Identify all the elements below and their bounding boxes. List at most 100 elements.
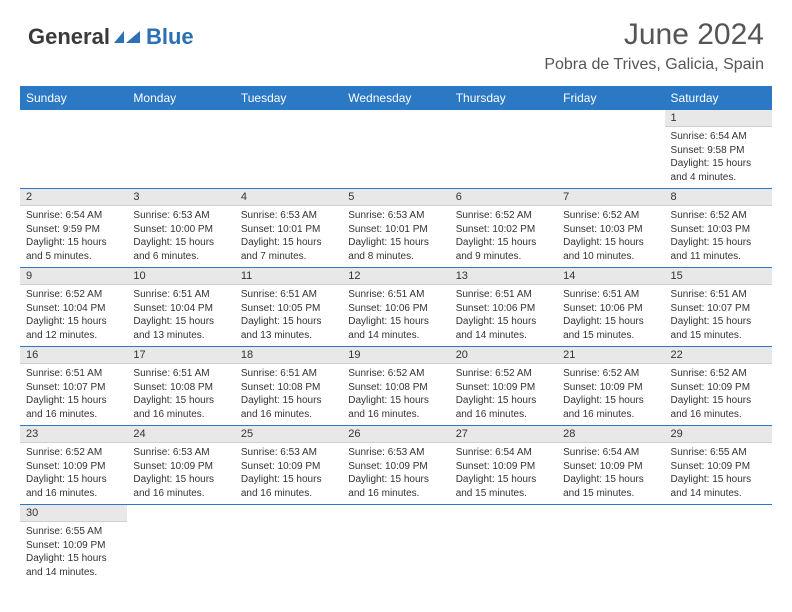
calendar-row: 9Sunrise: 6:52 AMSunset: 10:04 PMDayligh… — [20, 268, 772, 347]
day-cell: 1Sunrise: 6:54 AMSunset: 9:58 PMDaylight… — [665, 110, 772, 189]
weekday-header: Saturday — [665, 86, 772, 110]
day-number: 15 — [665, 268, 772, 285]
day-cell: 8Sunrise: 6:52 AMSunset: 10:03 PMDayligh… — [665, 189, 772, 268]
day-number: 26 — [342, 426, 449, 443]
weekday-header-row: SundayMondayTuesdayWednesdayThursdayFrid… — [20, 86, 772, 110]
day-cell: 7Sunrise: 6:52 AMSunset: 10:03 PMDayligh… — [557, 189, 664, 268]
day-cell: 26Sunrise: 6:53 AMSunset: 10:09 PMDaylig… — [342, 426, 449, 505]
day-details: Sunrise: 6:51 AMSunset: 10:06 PMDaylight… — [342, 285, 449, 346]
empty-cell — [127, 505, 234, 584]
day-details: Sunrise: 6:55 AMSunset: 10:09 PMDaylight… — [665, 443, 772, 504]
day-number: 16 — [20, 347, 127, 364]
header: General Blue June 2024 Pobra de Trives, … — [0, 0, 792, 82]
day-details: Sunrise: 6:52 AMSunset: 10:03 PMDaylight… — [665, 206, 772, 267]
day-number: 3 — [127, 189, 234, 206]
day-cell: 4Sunrise: 6:53 AMSunset: 10:01 PMDayligh… — [235, 189, 342, 268]
day-details: Sunrise: 6:51 AMSunset: 10:06 PMDaylight… — [557, 285, 664, 346]
day-details: Sunrise: 6:53 AMSunset: 10:09 PMDaylight… — [235, 443, 342, 504]
day-details: Sunrise: 6:54 AMSunset: 10:09 PMDaylight… — [557, 443, 664, 504]
day-number: 22 — [665, 347, 772, 364]
day-cell: 11Sunrise: 6:51 AMSunset: 10:05 PMDaylig… — [235, 268, 342, 347]
day-cell: 5Sunrise: 6:53 AMSunset: 10:01 PMDayligh… — [342, 189, 449, 268]
day-number: 8 — [665, 189, 772, 206]
day-details: Sunrise: 6:53 AMSunset: 10:00 PMDaylight… — [127, 206, 234, 267]
day-cell: 28Sunrise: 6:54 AMSunset: 10:09 PMDaylig… — [557, 426, 664, 505]
day-details: Sunrise: 6:52 AMSunset: 10:09 PMDaylight… — [20, 443, 127, 504]
day-details: Sunrise: 6:51 AMSunset: 10:07 PMDaylight… — [665, 285, 772, 346]
day-details: Sunrise: 6:52 AMSunset: 10:03 PMDaylight… — [557, 206, 664, 267]
day-number: 9 — [20, 268, 127, 285]
weekday-header: Sunday — [20, 86, 127, 110]
logo: General Blue — [28, 24, 194, 50]
calendar-row: 16Sunrise: 6:51 AMSunset: 10:07 PMDaylig… — [20, 347, 772, 426]
day-details: Sunrise: 6:51 AMSunset: 10:08 PMDaylight… — [127, 364, 234, 425]
day-number: 29 — [665, 426, 772, 443]
day-cell: 10Sunrise: 6:51 AMSunset: 10:04 PMDaylig… — [127, 268, 234, 347]
day-number: 25 — [235, 426, 342, 443]
weekday-header: Thursday — [450, 86, 557, 110]
weekday-header: Monday — [127, 86, 234, 110]
day-cell: 18Sunrise: 6:51 AMSunset: 10:08 PMDaylig… — [235, 347, 342, 426]
empty-cell — [557, 110, 664, 189]
day-details: Sunrise: 6:52 AMSunset: 10:02 PMDaylight… — [450, 206, 557, 267]
day-cell: 25Sunrise: 6:53 AMSunset: 10:09 PMDaylig… — [235, 426, 342, 505]
day-number: 21 — [557, 347, 664, 364]
day-details: Sunrise: 6:52 AMSunset: 10:09 PMDaylight… — [557, 364, 664, 425]
empty-cell — [342, 110, 449, 189]
day-cell: 13Sunrise: 6:51 AMSunset: 10:06 PMDaylig… — [450, 268, 557, 347]
weekday-header: Tuesday — [235, 86, 342, 110]
day-cell: 21Sunrise: 6:52 AMSunset: 10:09 PMDaylig… — [557, 347, 664, 426]
calendar-row: 2Sunrise: 6:54 AMSunset: 9:59 PMDaylight… — [20, 189, 772, 268]
day-cell: 20Sunrise: 6:52 AMSunset: 10:09 PMDaylig… — [450, 347, 557, 426]
day-cell: 6Sunrise: 6:52 AMSunset: 10:02 PMDayligh… — [450, 189, 557, 268]
day-cell: 15Sunrise: 6:51 AMSunset: 10:07 PMDaylig… — [665, 268, 772, 347]
day-details: Sunrise: 6:52 AMSunset: 10:09 PMDaylight… — [665, 364, 772, 425]
day-number: 24 — [127, 426, 234, 443]
weekday-header: Friday — [557, 86, 664, 110]
day-details: Sunrise: 6:51 AMSunset: 10:07 PMDaylight… — [20, 364, 127, 425]
logo-text-general: General — [28, 24, 110, 50]
day-details: Sunrise: 6:52 AMSunset: 10:09 PMDaylight… — [450, 364, 557, 425]
logo-flag-icon — [114, 29, 142, 45]
day-details: Sunrise: 6:55 AMSunset: 10:09 PMDaylight… — [20, 522, 127, 583]
day-details: Sunrise: 6:51 AMSunset: 10:05 PMDaylight… — [235, 285, 342, 346]
calendar-row: 30Sunrise: 6:55 AMSunset: 10:09 PMDaylig… — [20, 505, 772, 584]
empty-cell — [342, 505, 449, 584]
day-number: 13 — [450, 268, 557, 285]
empty-cell — [20, 110, 127, 189]
empty-cell — [450, 110, 557, 189]
day-details: Sunrise: 6:54 AMSunset: 9:59 PMDaylight:… — [20, 206, 127, 267]
empty-cell — [235, 110, 342, 189]
day-number: 6 — [450, 189, 557, 206]
month-title: June 2024 — [544, 18, 764, 52]
calendar-body: 1Sunrise: 6:54 AMSunset: 9:58 PMDaylight… — [20, 110, 772, 583]
day-number: 4 — [235, 189, 342, 206]
day-number: 5 — [342, 189, 449, 206]
title-block: June 2024 Pobra de Trives, Galicia, Spai… — [544, 18, 764, 74]
day-number: 11 — [235, 268, 342, 285]
day-cell: 19Sunrise: 6:52 AMSunset: 10:08 PMDaylig… — [342, 347, 449, 426]
day-details: Sunrise: 6:53 AMSunset: 10:09 PMDaylight… — [127, 443, 234, 504]
day-details: Sunrise: 6:53 AMSunset: 10:01 PMDaylight… — [235, 206, 342, 267]
day-number: 30 — [20, 505, 127, 522]
day-details: Sunrise: 6:54 AMSunset: 9:58 PMDaylight:… — [665, 127, 772, 188]
day-details: Sunrise: 6:53 AMSunset: 10:09 PMDaylight… — [342, 443, 449, 504]
day-number: 2 — [20, 189, 127, 206]
day-number: 28 — [557, 426, 664, 443]
day-number: 14 — [557, 268, 664, 285]
day-number: 23 — [20, 426, 127, 443]
empty-cell — [665, 505, 772, 584]
location: Pobra de Trives, Galicia, Spain — [544, 56, 764, 74]
day-cell: 30Sunrise: 6:55 AMSunset: 10:09 PMDaylig… — [20, 505, 127, 584]
day-number: 7 — [557, 189, 664, 206]
day-cell: 17Sunrise: 6:51 AMSunset: 10:08 PMDaylig… — [127, 347, 234, 426]
calendar-table: SundayMondayTuesdayWednesdayThursdayFrid… — [20, 86, 772, 583]
day-cell: 27Sunrise: 6:54 AMSunset: 10:09 PMDaylig… — [450, 426, 557, 505]
day-cell: 16Sunrise: 6:51 AMSunset: 10:07 PMDaylig… — [20, 347, 127, 426]
calendar-row: 1Sunrise: 6:54 AMSunset: 9:58 PMDaylight… — [20, 110, 772, 189]
day-number: 18 — [235, 347, 342, 364]
day-cell: 3Sunrise: 6:53 AMSunset: 10:00 PMDayligh… — [127, 189, 234, 268]
day-details: Sunrise: 6:54 AMSunset: 10:09 PMDaylight… — [450, 443, 557, 504]
day-details: Sunrise: 6:52 AMSunset: 10:08 PMDaylight… — [342, 364, 449, 425]
day-details: Sunrise: 6:53 AMSunset: 10:01 PMDaylight… — [342, 206, 449, 267]
